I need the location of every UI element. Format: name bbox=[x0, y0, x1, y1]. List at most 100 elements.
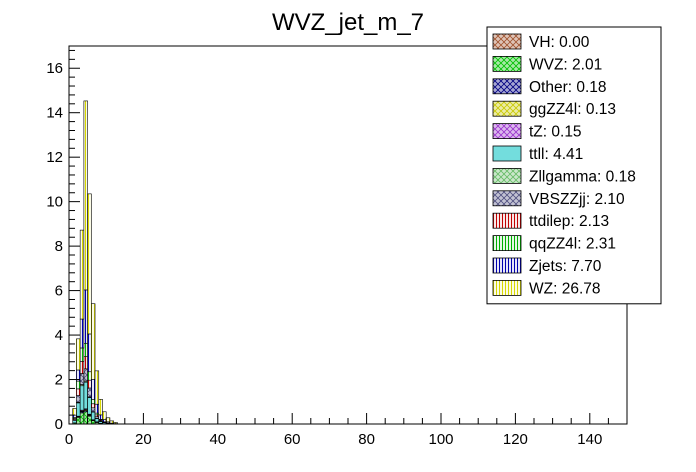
x-tick-label: 40 bbox=[209, 431, 226, 448]
legend-item: qqZZ4l: 2.31 bbox=[492, 235, 616, 253]
bar bbox=[87, 333, 92, 373]
bar bbox=[91, 399, 96, 405]
series-ttdilep bbox=[72, 356, 111, 424]
legend-swatch bbox=[492, 279, 522, 296]
y-tick-label: 0 bbox=[55, 416, 63, 433]
x-tick-label: 120 bbox=[503, 431, 528, 448]
bar bbox=[76, 388, 81, 396]
y-tick-label: 4 bbox=[55, 327, 63, 344]
bar bbox=[87, 415, 92, 425]
bar bbox=[72, 408, 77, 416]
x-tick-label: 20 bbox=[135, 431, 152, 448]
bar bbox=[91, 411, 96, 421]
bar bbox=[91, 407, 96, 413]
legend-label: qqZZ4l: 2.31 bbox=[529, 236, 616, 253]
bar bbox=[91, 403, 96, 409]
bar bbox=[83, 100, 88, 291]
y-tick-label: 10 bbox=[46, 194, 63, 211]
bar bbox=[87, 371, 92, 381]
bar bbox=[94, 418, 100, 423]
bar bbox=[113, 422, 118, 424]
bar bbox=[79, 318, 85, 349]
bar bbox=[72, 420, 77, 424]
bar bbox=[83, 368, 88, 382]
legend-swatch bbox=[492, 167, 522, 184]
legend-item: Other: 0.18 bbox=[492, 78, 607, 96]
legend-label: WZ: 26.78 bbox=[529, 280, 601, 297]
legend-label: ttll: 4.41 bbox=[529, 146, 583, 163]
bar bbox=[87, 379, 92, 389]
y-tick-label: 16 bbox=[46, 60, 63, 77]
bar bbox=[76, 338, 81, 371]
bar bbox=[76, 380, 81, 390]
legend-swatch bbox=[492, 100, 522, 117]
bar bbox=[79, 373, 85, 385]
legend-swatch bbox=[492, 145, 522, 162]
legend-label: ttdilep: 2.13 bbox=[529, 213, 609, 230]
y-tick-label: 8 bbox=[55, 238, 63, 255]
bar bbox=[91, 420, 96, 425]
legend-label: Zjets: 7.70 bbox=[529, 258, 602, 275]
bar bbox=[91, 303, 96, 380]
bar bbox=[87, 387, 92, 398]
bar bbox=[94, 403, 100, 414]
bar bbox=[76, 395, 81, 403]
chart-title: WVZ_jet_m_7 bbox=[272, 9, 424, 36]
bar bbox=[83, 411, 88, 425]
legend-item: ttll: 4.41 bbox=[492, 145, 583, 163]
bar bbox=[102, 419, 107, 423]
legend-swatch bbox=[492, 33, 522, 50]
legend-item: WZ: 26.78 bbox=[492, 279, 601, 297]
bar bbox=[91, 379, 96, 400]
legend-label: Zllgamma: 0.18 bbox=[529, 168, 636, 185]
bar bbox=[79, 385, 85, 411]
legend-swatch bbox=[492, 257, 522, 274]
bar bbox=[79, 229, 85, 320]
legend-item: VH: 0.00 bbox=[492, 33, 590, 51]
bar bbox=[83, 289, 88, 344]
y-tick-label: 2 bbox=[55, 372, 63, 389]
bar bbox=[76, 417, 81, 425]
bar bbox=[87, 193, 92, 335]
legend-swatch bbox=[492, 78, 522, 95]
legend-label: ggZZ4l: 0.13 bbox=[529, 101, 616, 118]
bar bbox=[105, 417, 111, 423]
x-tick-label: 60 bbox=[284, 431, 301, 448]
bar bbox=[98, 414, 103, 420]
bar bbox=[83, 356, 88, 370]
legend-item: ggZZ4l: 0.13 bbox=[492, 100, 616, 118]
bar bbox=[102, 411, 107, 420]
y-tick-label: 14 bbox=[46, 105, 63, 122]
bar bbox=[79, 360, 85, 374]
bar bbox=[76, 402, 81, 417]
y-tick-label: 12 bbox=[46, 149, 63, 166]
bar bbox=[94, 370, 100, 405]
bar bbox=[83, 381, 88, 410]
bar bbox=[109, 420, 114, 424]
legend-label: VH: 0.00 bbox=[529, 34, 590, 51]
legend-label: tZ: 0.15 bbox=[529, 124, 582, 141]
legend-item: Zllgamma: 0.18 bbox=[492, 167, 636, 185]
x-tick-label: 100 bbox=[428, 431, 453, 448]
legend-label: Other: 0.18 bbox=[529, 79, 607, 96]
y-tick-label: 6 bbox=[55, 283, 63, 300]
bar bbox=[79, 347, 85, 362]
legend-swatch bbox=[492, 212, 522, 229]
legend-item: VBSZZjj: 2.10 bbox=[492, 190, 625, 208]
x-tick-label: 140 bbox=[577, 431, 602, 448]
bar bbox=[98, 399, 103, 416]
bar bbox=[87, 397, 92, 415]
legend-swatch bbox=[492, 123, 522, 139]
legend-label: VBSZZjj: 2.10 bbox=[529, 191, 625, 208]
legend-item: Zjets: 7.70 bbox=[492, 257, 602, 275]
legend-swatch bbox=[492, 56, 522, 72]
bar bbox=[79, 412, 85, 425]
x-tick-label: 0 bbox=[65, 431, 73, 448]
legend-swatch bbox=[492, 235, 522, 252]
legend-item: tZ: 0.15 bbox=[492, 123, 582, 141]
legend: VH: 0.00 WVZ: 2.01 Other: 0.18 ggZZ4l: 0.13… bbox=[486, 26, 662, 305]
legend-label: WVZ: 2.01 bbox=[529, 56, 602, 73]
legend-swatch bbox=[492, 190, 522, 207]
